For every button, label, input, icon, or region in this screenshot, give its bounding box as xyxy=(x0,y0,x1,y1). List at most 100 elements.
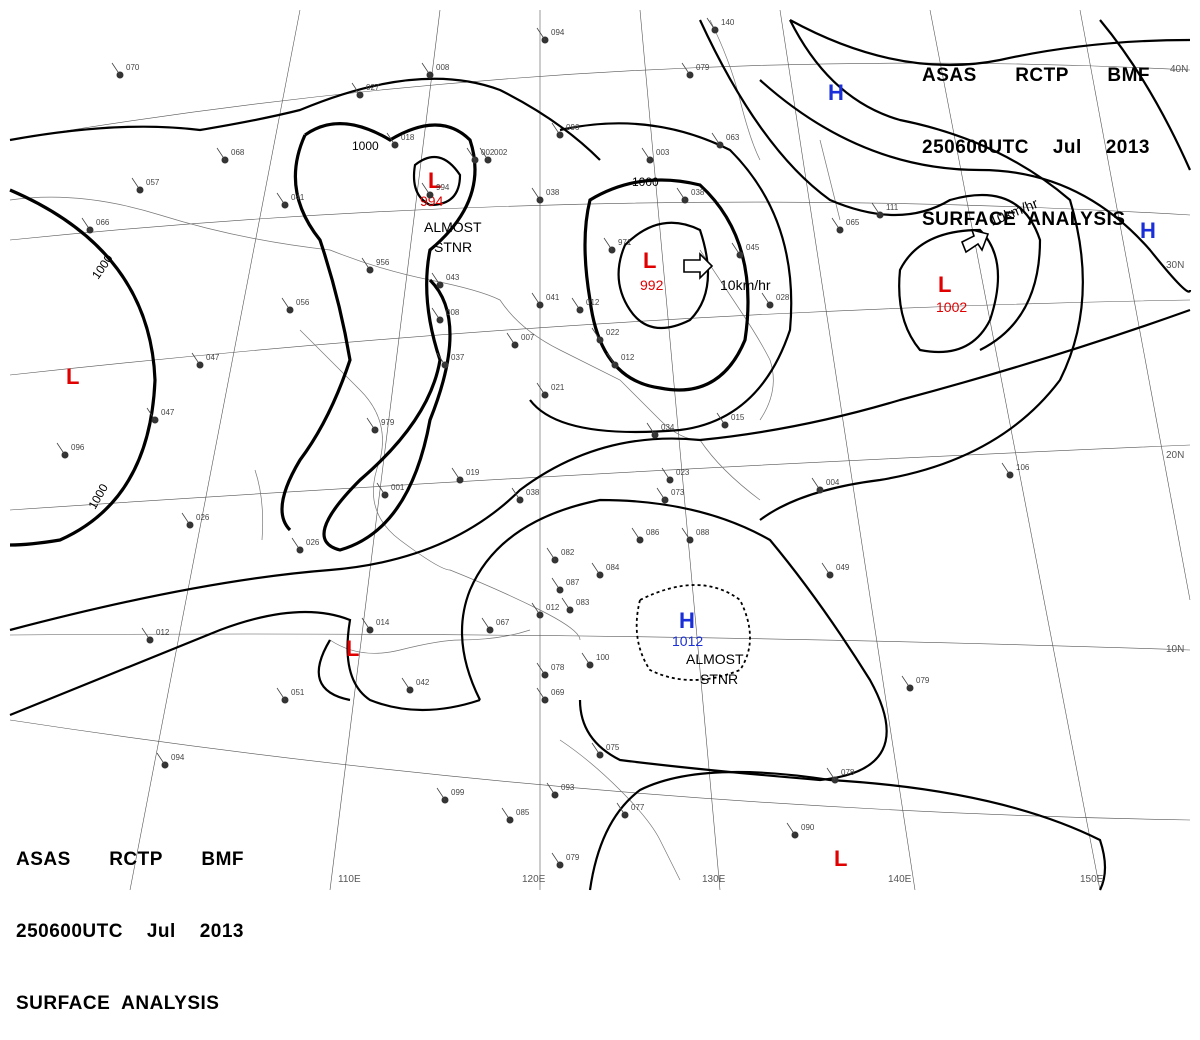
header-center: ASAS xyxy=(16,849,71,870)
wind-barb xyxy=(761,292,771,306)
wind-barb xyxy=(681,62,691,76)
wind-barb xyxy=(536,27,546,41)
wind-barb xyxy=(631,527,641,541)
station-pressure-label: 084 xyxy=(606,563,620,572)
station-pressure-label: 083 xyxy=(576,598,590,607)
station-pressure-label: 018 xyxy=(401,133,415,142)
station-pressure-label: 002 xyxy=(494,148,508,157)
lat-label-30N: 30N xyxy=(1166,260,1184,271)
wind-barb xyxy=(1001,462,1011,476)
station-pressure-label: 041 xyxy=(546,293,560,302)
wind-barb xyxy=(281,297,291,311)
station-pressure-label: 094 xyxy=(551,28,565,37)
grid-labels: 110E 120E 130E 140E 150E 30N 20N 10N 40N xyxy=(338,64,1188,885)
wind-barb xyxy=(436,352,446,366)
station-pressure-label: 140 xyxy=(721,18,735,27)
header-row-2: 250600UTC Jul 2013 xyxy=(922,136,1150,160)
wind-barb xyxy=(551,852,561,866)
station-pressure-label: 079 xyxy=(916,676,930,685)
wind-barb xyxy=(603,237,613,251)
station-pressure-label: 065 xyxy=(846,218,860,227)
wind-barb xyxy=(571,297,581,311)
lon-label-130E: 130E xyxy=(702,874,726,885)
station-pressure-label: 034 xyxy=(661,423,675,432)
low-symbol: L xyxy=(643,248,656,273)
longitude-lines xyxy=(129,9,1191,891)
wind-barb xyxy=(676,187,686,201)
wind-barb xyxy=(786,822,796,836)
low-symbol: L xyxy=(834,846,847,871)
lon-label-120E: 120E xyxy=(522,874,546,885)
low-pressure-value: 1002 xyxy=(936,299,967,315)
wind-barb xyxy=(871,202,881,216)
station-pressure-label: 021 xyxy=(551,383,565,392)
station-pressure-label: 012 xyxy=(546,603,560,612)
wind-barb xyxy=(421,62,431,76)
wind-barb xyxy=(606,352,616,366)
wind-barb xyxy=(546,547,556,561)
lat-label-20N: 20N xyxy=(1166,450,1184,461)
header-time: 250600UTC xyxy=(922,137,1029,158)
wind-barb xyxy=(531,292,541,306)
station-pressure-label: 971 xyxy=(618,238,632,247)
isobar-label: 1000 xyxy=(352,139,379,153)
low-symbol: L xyxy=(938,272,951,297)
station-pressure-label: 096 xyxy=(71,443,85,452)
station-pressure-label: 096 xyxy=(566,123,580,132)
station-pressure-label: 106 xyxy=(1016,463,1030,472)
wind-barb xyxy=(641,147,651,161)
wind-barb xyxy=(711,132,721,146)
station-pressure-label: 079 xyxy=(566,853,580,862)
motion-arrow-icon xyxy=(683,252,714,280)
map-header-top-right: ASAS RCTP BMF 250600UTC Jul 2013 SURFACE… xyxy=(922,16,1150,256)
wind-barb xyxy=(181,512,191,526)
lat-label-10N: 10N xyxy=(1166,644,1184,655)
wind-barb xyxy=(661,467,671,481)
motion-speed: 10km/hr xyxy=(720,277,771,293)
wind-barb xyxy=(111,62,121,76)
lon-label-150E: 150E xyxy=(1080,874,1104,885)
station-pressure-label: 068 xyxy=(231,148,245,157)
station-pressure-label: 037 xyxy=(451,353,465,362)
wind-barb xyxy=(361,617,371,631)
wind-barb xyxy=(821,562,831,576)
almost-stationary-note: ALMOST xyxy=(686,651,744,667)
high-symbol: H xyxy=(679,608,695,633)
wind-barb xyxy=(531,602,541,616)
lon-label-110E: 110E xyxy=(338,874,361,885)
wind-barb xyxy=(511,487,521,501)
wind-barb xyxy=(276,192,286,206)
low-pressure-value: 994 xyxy=(420,193,444,209)
almost-stationary-note: STNR xyxy=(700,671,738,687)
station-pressure-label: 088 xyxy=(696,528,710,537)
station-pressure-label: 026 xyxy=(306,538,320,547)
header-center: RCTP xyxy=(109,849,163,870)
wind-barb xyxy=(826,767,836,781)
latitude-lines xyxy=(9,62,1191,821)
wind-barb xyxy=(401,677,411,691)
header-title: SURFACE ANALYSIS xyxy=(16,993,220,1014)
header-year: 2013 xyxy=(199,921,244,942)
station-pressure-label: 075 xyxy=(606,743,620,752)
station-pressure-label: 070 xyxy=(126,63,140,72)
wind-barb xyxy=(681,527,691,541)
wind-barb xyxy=(131,177,141,191)
station-pressure-label: 069 xyxy=(551,688,565,697)
header-month: Jul xyxy=(1052,137,1082,158)
station-pressure-label: 079 xyxy=(696,63,710,72)
high-symbol: H xyxy=(828,80,844,105)
movement-arrows xyxy=(683,228,990,280)
station-pressure-label: 082 xyxy=(561,548,575,557)
station-plots: 070 057 068 041 956 027 056 018 979 001 019 038 007 0… xyxy=(56,17,1030,869)
low-pressure-value: 992 xyxy=(640,277,664,293)
station-pressure-label: 049 xyxy=(836,563,850,572)
station-pressure-label: 047 xyxy=(206,353,220,362)
station-pressure-label: 090 xyxy=(801,823,815,832)
station-pressure-label: 100 xyxy=(596,653,610,662)
station-pressure-label: 057 xyxy=(146,178,160,187)
station-pressure-label: 008 xyxy=(446,308,460,317)
station-pressure-label: 002 xyxy=(481,148,495,157)
wind-barb xyxy=(431,307,441,321)
header-title: SURFACE ANALYSIS xyxy=(922,209,1126,230)
station-pressure-label: 012 xyxy=(586,298,600,307)
